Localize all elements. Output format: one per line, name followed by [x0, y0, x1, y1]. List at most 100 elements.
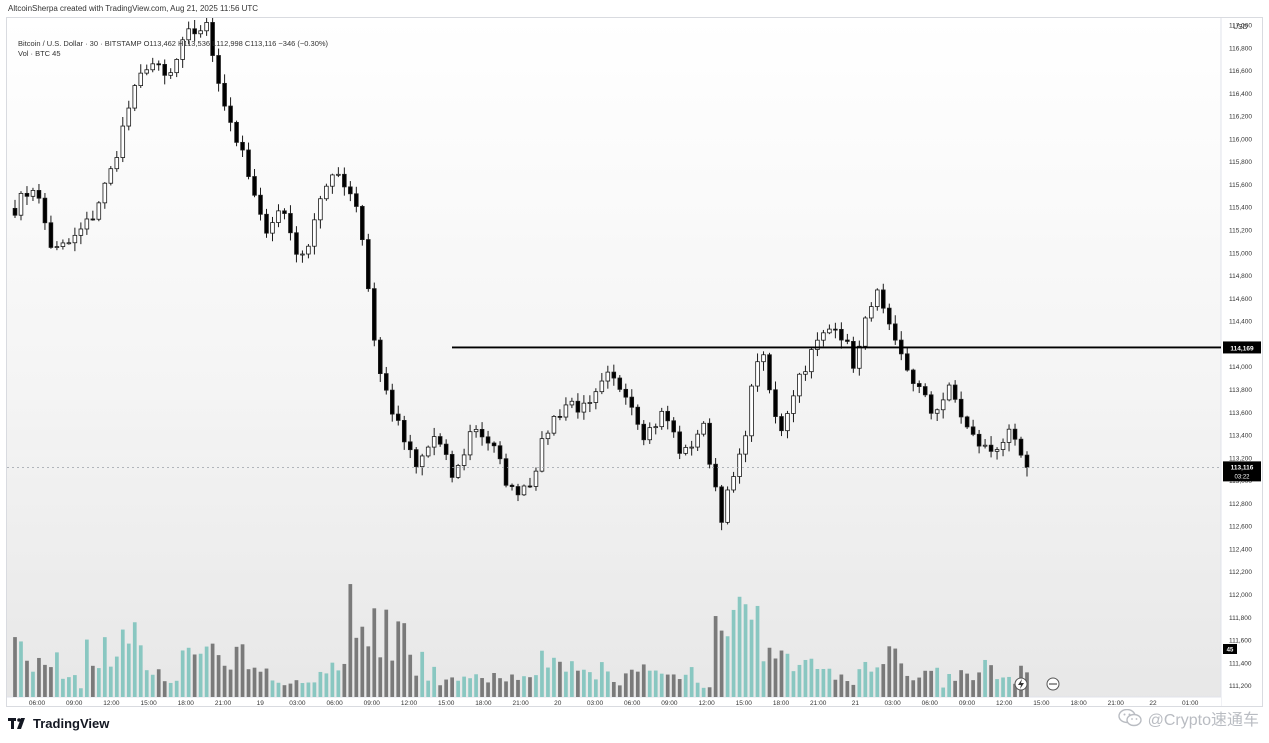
candle-body [893, 323, 898, 341]
volume-bar [234, 646, 239, 697]
volume-bar [749, 619, 754, 697]
volume-bar [324, 673, 329, 697]
candle-body [797, 373, 802, 397]
volume-bar [150, 674, 155, 697]
price-tick-label: 111,400 [1229, 660, 1252, 667]
volume-bar [857, 669, 862, 697]
volume-bar [180, 650, 185, 697]
volume-badge-label: 45 [1227, 648, 1234, 654]
volume-bar [611, 681, 616, 697]
volume-bar [108, 666, 113, 697]
volume-bar [330, 662, 335, 697]
volume-bar [468, 678, 472, 697]
volume-bar [905, 675, 910, 697]
time-tick-label: 21:00 [215, 700, 232, 707]
candle-body [491, 442, 497, 447]
candle-body [545, 432, 551, 440]
volume-bar [432, 666, 437, 697]
wechat-icon [1117, 709, 1142, 727]
candle-body [509, 484, 515, 487]
candle-body [395, 413, 401, 421]
time-tick-label: 06:00 [29, 700, 46, 707]
time-tick-label: 15:00 [438, 700, 455, 707]
volume-bar [222, 665, 227, 697]
candle-body [425, 446, 431, 457]
candle-body [527, 485, 533, 488]
volume-bar [282, 685, 287, 697]
candle-body [665, 410, 670, 422]
volume-bar [953, 680, 957, 697]
volume-bar [426, 680, 431, 697]
volume-bar [31, 671, 35, 697]
watermark-text: @Crypto速通车 [1147, 712, 1259, 729]
candle-body [845, 339, 850, 342]
price-tick-label: 114,400 [1229, 319, 1252, 326]
volume-bar [869, 671, 874, 697]
volume-bar [372, 608, 377, 697]
candle-body [922, 386, 928, 396]
volume-bar [79, 688, 83, 697]
candle-body [659, 410, 664, 428]
candle-body [683, 447, 688, 454]
candle-body [384, 373, 389, 391]
time-tick-label: 09:00 [66, 700, 83, 707]
volume-bar [360, 626, 365, 697]
candle-body [833, 328, 838, 331]
volume-bar [414, 675, 419, 697]
time-tick-label: 06:00 [326, 700, 343, 707]
candle-body [791, 395, 796, 414]
candle-body [378, 339, 383, 375]
time-tick-label: 03:00 [587, 700, 604, 707]
volume-bar [270, 680, 275, 697]
price-tick-label: 115,200 [1229, 228, 1252, 235]
volume-bar [719, 630, 724, 697]
price-tick-label: 114,800 [1229, 273, 1252, 280]
volume-bar [785, 653, 790, 697]
tradingview-brand[interactable]: TradingView [8, 716, 109, 731]
volume-bar [977, 672, 981, 697]
candle-body [102, 182, 108, 204]
candle-body [198, 30, 203, 35]
volume-bar [570, 661, 574, 697]
candle-body [551, 416, 557, 434]
candle-body [204, 22, 209, 32]
candle-body [976, 433, 982, 447]
price-tick-label: 112,800 [1229, 501, 1252, 508]
volume-bar [576, 670, 580, 697]
volume-bar [588, 672, 592, 697]
volume-badge [1223, 644, 1237, 654]
price-tick-label: 113,800 [1229, 387, 1252, 394]
volume-bar [677, 679, 682, 697]
candle-body [581, 402, 587, 413]
last-price-badge [1223, 461, 1261, 482]
volume-bar [504, 681, 508, 697]
candle-body [1012, 428, 1018, 440]
volume-bar [192, 654, 197, 697]
volume-bar [701, 687, 706, 697]
candle-body [126, 107, 132, 127]
candle-body [557, 416, 563, 418]
volume-bar [761, 661, 766, 697]
candle-body [54, 246, 60, 248]
candle-body [869, 306, 874, 319]
volume-bar [144, 670, 149, 697]
candle-body [982, 444, 988, 447]
candle-body [282, 210, 287, 214]
volume-bar [19, 641, 23, 697]
candle-body [479, 428, 485, 438]
candle-body [210, 22, 215, 56]
candle-body [138, 72, 144, 86]
candle-body [671, 420, 676, 433]
candle-body [773, 389, 778, 417]
candle-body [988, 444, 994, 452]
volume-bar [264, 668, 269, 697]
time-tick-label: 15:00 [140, 700, 157, 707]
candle-body [958, 398, 964, 418]
candle-body [839, 328, 844, 341]
candle-body [96, 202, 102, 220]
volume-bar [318, 671, 323, 697]
candle-body [611, 371, 617, 379]
candle-body [677, 431, 682, 454]
brand-name: TradingView [33, 716, 110, 731]
